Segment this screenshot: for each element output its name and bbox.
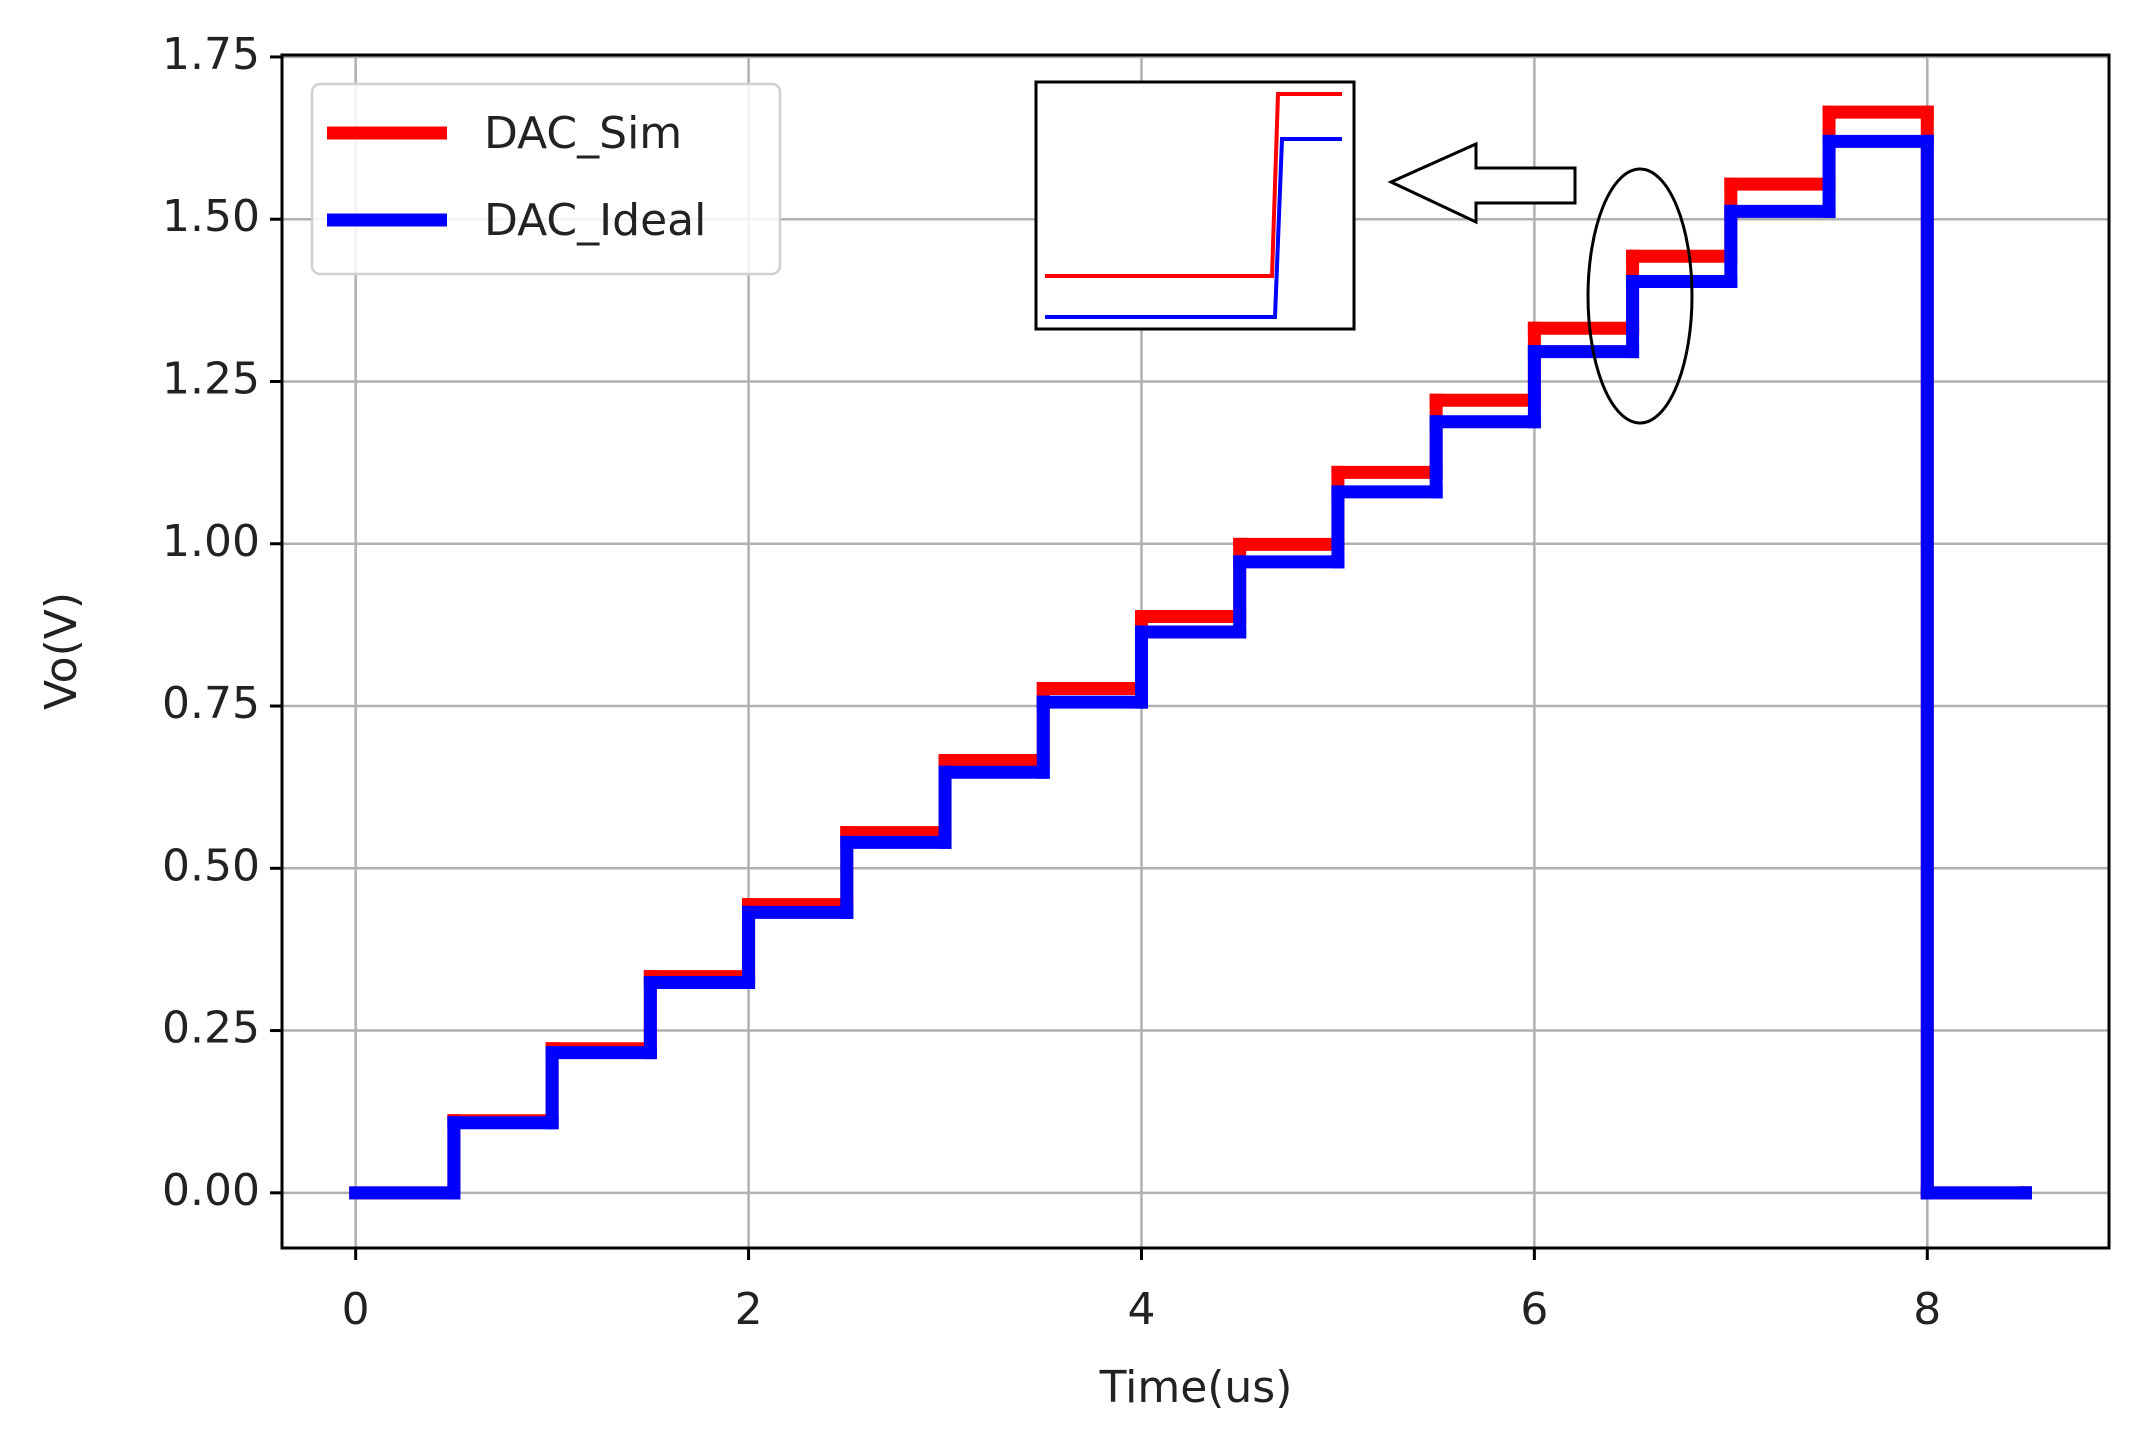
highlight-ellipse: [1586, 167, 1694, 425]
y-tick-label: 1.75: [162, 29, 260, 80]
x-tick-label: 0: [342, 1284, 370, 1335]
x-tick-label: 6: [1520, 1284, 1548, 1335]
axes-frame: [280, 53, 2111, 1250]
y-tick-label: 0.00: [162, 1165, 260, 1216]
inset-line: [1045, 92, 1342, 278]
x-tick-label: 2: [735, 1284, 763, 1335]
inset: [1034, 80, 1356, 331]
arrow: [1387, 141, 1577, 225]
y-axis-label: Vo(V): [36, 592, 87, 710]
x-tick-label: 4: [1127, 1284, 1155, 1335]
plot-area: [282, 55, 2109, 1248]
x-tick-label: 8: [1913, 1284, 1941, 1335]
x-axis-label: Time(us): [1099, 1362, 1293, 1413]
y-tick-label: 1.00: [162, 516, 260, 567]
y-tick-label: 0.25: [162, 1003, 260, 1054]
legend-label: DAC_Ideal: [484, 195, 706, 246]
y-tick-label: 1.50: [162, 191, 260, 242]
y-tick-label: 0.75: [162, 678, 260, 729]
inset-frame: [1034, 80, 1356, 331]
legend-label: DAC_Sim: [484, 108, 682, 159]
legend: DAC_Sim DAC_Ideal: [310, 82, 782, 276]
y-tick-label: 0.50: [162, 840, 260, 891]
series-line: [349, 134, 2033, 1200]
y-tick-label: 1.25: [162, 353, 260, 404]
inset-line: [1045, 137, 1342, 319]
